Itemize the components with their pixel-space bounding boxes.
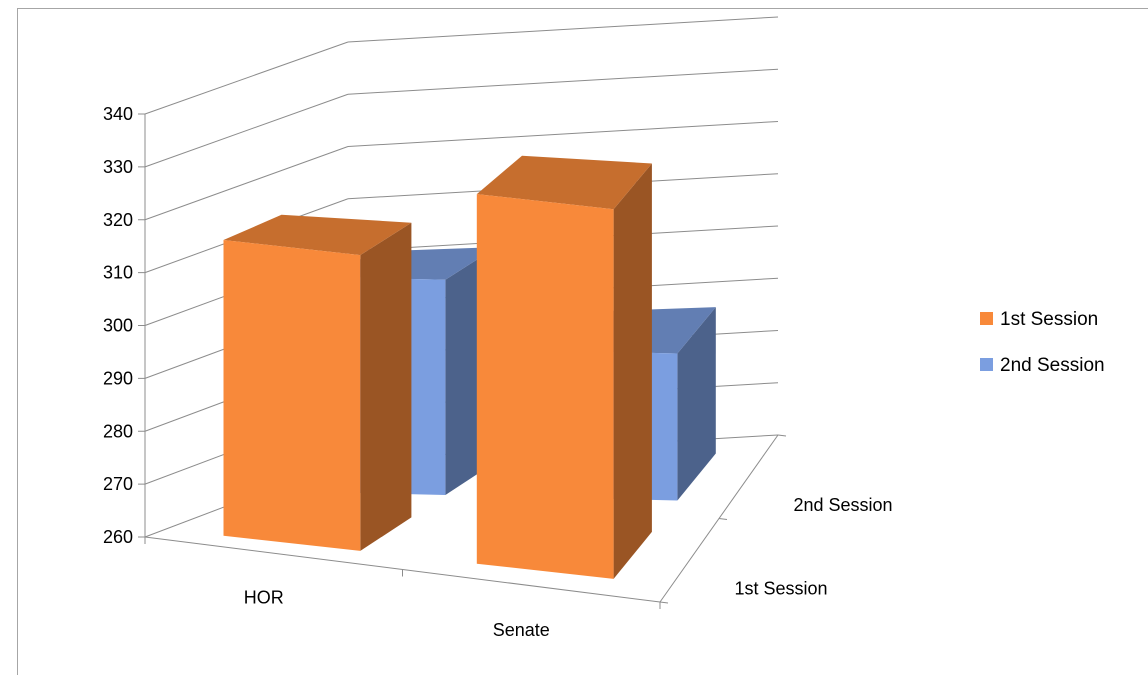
depth-tick-label: 1st Session: [735, 578, 828, 598]
x-axis-labels: HOR Senate: [244, 587, 550, 640]
y-tick-label: 340: [103, 104, 133, 124]
y-tick-label: 300: [103, 316, 133, 336]
back-wall-gridline: [347, 68, 779, 95]
bar-top: [223, 214, 412, 256]
depth-tick-mark: [659, 601, 669, 604]
depth-axis-labels: 1st Session 2nd Session: [735, 495, 893, 599]
chart-frame: [17, 8, 1148, 675]
bar-top: [476, 155, 652, 210]
bar-front: [476, 194, 614, 579]
x-tick-label: Senate: [493, 620, 550, 640]
y-tick-label: 330: [103, 157, 133, 177]
left-wall-gridline: [144, 146, 349, 221]
y-tick-label: 270: [103, 474, 133, 494]
legend-label: 2nd Session: [1000, 355, 1105, 376]
x-tick-label: HOR: [244, 587, 284, 607]
bar-senate-1st-session: [476, 155, 652, 579]
depth-tick-mark: [777, 434, 787, 437]
legend: 1st Session 2nd Session: [980, 309, 1105, 376]
legend-swatch: [980, 312, 993, 325]
y-tick-label: 310: [103, 263, 133, 283]
bar-hor-1st-session: [223, 214, 412, 551]
legend-label: 1st Session: [1000, 309, 1098, 330]
depth-tick-mark: [718, 518, 728, 520]
left-wall-gridline: [144, 41, 349, 115]
left-wall-gridline: [144, 93, 349, 168]
bar-side: [613, 163, 652, 579]
back-wall-gridline: [347, 16, 779, 43]
y-tick-label: 290: [103, 368, 133, 388]
y-axis-labels: 260 270 280 290 300 310 320 330 340: [103, 104, 133, 547]
y-tick-label: 320: [103, 210, 133, 230]
y-tick-label: 280: [103, 421, 133, 441]
chart-bars: [223, 155, 716, 579]
bar-front: [223, 240, 361, 551]
legend-swatch: [980, 358, 993, 371]
bar-side: [677, 307, 716, 501]
bar-side: [360, 222, 412, 551]
back-wall-gridline: [347, 121, 779, 147]
depth-tick-label: 2nd Session: [794, 495, 893, 515]
y-tick-label: 260: [103, 527, 133, 547]
